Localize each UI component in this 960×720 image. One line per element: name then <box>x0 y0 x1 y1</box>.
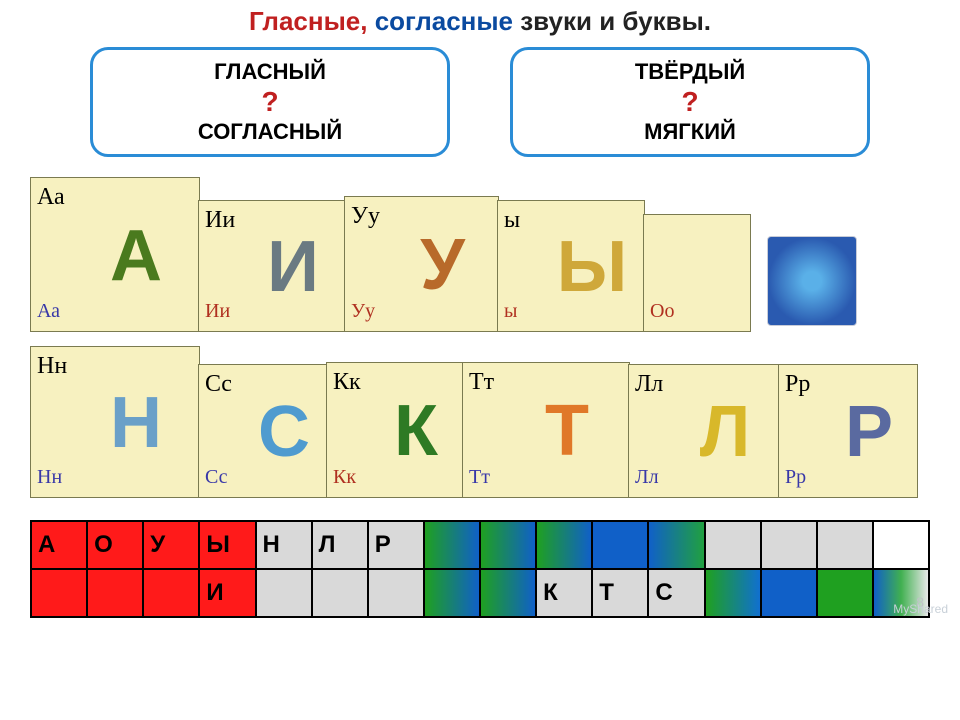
watermark: MyShared <box>893 602 948 616</box>
grid-cell <box>312 569 368 617</box>
letter-card: Оо <box>643 214 751 332</box>
grid-cell <box>480 569 536 617</box>
grid-cell <box>31 569 87 617</box>
letter-card: Уу УуУ <box>344 196 499 332</box>
letter-card: Сс СсС <box>198 364 328 498</box>
card-illustration: К <box>371 367 461 495</box>
card-print: Лл <box>635 371 671 398</box>
grid-cell <box>648 521 704 569</box>
card-illustration: У <box>389 201 496 329</box>
grid-cell: У <box>143 521 199 569</box>
grid-cell <box>705 569 761 617</box>
grid-cell <box>817 569 873 617</box>
title-rest: звуки и буквы. <box>520 6 711 36</box>
grid-cell <box>256 569 312 617</box>
grid-cell <box>424 569 480 617</box>
letter-card: Кк КкК <box>326 362 464 498</box>
letter-card: Нн НнН <box>30 346 200 498</box>
letter-card: Рр РрР <box>778 364 918 498</box>
card-print: Ии <box>205 207 241 234</box>
card-cursive: Тт <box>469 466 505 493</box>
grid-cell: Н <box>256 521 312 569</box>
card-cursive: Лл <box>635 466 671 493</box>
side-image <box>767 236 857 326</box>
grid-cell <box>761 521 817 569</box>
letter-card: Лл ЛлЛ <box>628 364 780 498</box>
consonant-cards-row: Нн НнН Сс СсС Кк КкК Тт ТтТ Лл ЛлЛ Рр РрР <box>30 346 960 498</box>
grid-cell <box>87 569 143 617</box>
card-illustration: И <box>243 205 343 329</box>
card-cursive: Оо <box>650 300 686 327</box>
letter-grid-wrap: АОУЫНЛРИКТС 8 MyShared <box>0 520 960 618</box>
card-cursive: Кк <box>333 466 369 493</box>
letter-grid: АОУЫНЛР И КТС <box>30 520 930 618</box>
card-illustration: С <box>243 369 325 495</box>
question-boxes: ГЛАСНЫЙ ? СОГЛАСНЫЙ ТВЁРДЫЙ ? МЯГКИЙ <box>0 47 960 157</box>
card-print: Уу <box>351 203 387 230</box>
grid-cell <box>592 521 648 569</box>
card-cursive: Нн <box>37 466 73 493</box>
box-vowel-consonant: ГЛАСНЫЙ ? СОГЛАСНЫЙ <box>90 47 450 157</box>
letter-card: Тт ТтТ <box>462 362 630 498</box>
grid-cell <box>705 521 761 569</box>
grid-cell: А <box>31 521 87 569</box>
card-illustration: Н <box>75 351 197 495</box>
grid-cell <box>368 569 424 617</box>
box2-top: ТВЁРДЫЙ <box>635 59 745 85</box>
grid-cell <box>143 569 199 617</box>
box1-bottom: СОГЛАСНЫЙ <box>198 119 342 145</box>
card-illustration: Л <box>673 369 777 495</box>
grid-cell: О <box>87 521 143 569</box>
card-illustration: Р <box>823 369 915 495</box>
title-consonants: согласные <box>367 6 520 36</box>
card-cursive: Уу <box>351 300 387 327</box>
card-print: ы <box>504 207 540 234</box>
grid-cell: К <box>536 569 592 617</box>
card-cursive: ы <box>504 300 540 327</box>
card-cursive: Сс <box>205 466 241 493</box>
grid-cell <box>817 521 873 569</box>
letter-card: Аа АаА <box>30 177 200 332</box>
grid-cell: С <box>648 569 704 617</box>
letter-card: ы ыЫ <box>497 200 645 332</box>
card-illustration <box>688 219 748 329</box>
page-title: Гласные, согласные звуки и буквы. <box>0 0 960 43</box>
box2-bottom: МЯГКИЙ <box>644 119 736 145</box>
box1-top: ГЛАСНЫЙ <box>214 59 326 85</box>
box1-qmark: ? <box>261 85 278 119</box>
title-vowels: Гласные, <box>249 6 367 36</box>
card-print: Сс <box>205 371 241 398</box>
grid-cell: Т <box>592 569 648 617</box>
card-print: Нн <box>37 353 73 380</box>
card-illustration: А <box>75 182 197 329</box>
card-cursive: Рр <box>785 466 821 493</box>
card-cursive: Ии <box>205 300 241 327</box>
card-illustration: Ы <box>542 205 642 329</box>
card-illustration: Т <box>507 367 627 495</box>
box2-qmark: ? <box>681 85 698 119</box>
grid-cell: Ы <box>199 521 255 569</box>
grid-cell <box>424 521 480 569</box>
grid-cell <box>536 521 592 569</box>
card-print: Рр <box>785 371 821 398</box>
grid-cell <box>873 521 929 569</box>
box-hard-soft: ТВЁРДЫЙ ? МЯГКИЙ <box>510 47 870 157</box>
card-print: Аа <box>37 184 73 211</box>
grid-cell <box>480 521 536 569</box>
letter-card: Ии ИиИ <box>198 200 346 332</box>
card-print: Кк <box>333 369 369 396</box>
card-cursive: Аа <box>37 300 73 327</box>
vowel-cards-row: Аа АаА Ии ИиИ Уу УуУы ыЫ Оо <box>30 177 960 332</box>
card-print: Тт <box>469 369 505 396</box>
grid-cell: Л <box>312 521 368 569</box>
grid-cell: Р <box>368 521 424 569</box>
grid-cell: И <box>199 569 255 617</box>
grid-cell <box>761 569 817 617</box>
